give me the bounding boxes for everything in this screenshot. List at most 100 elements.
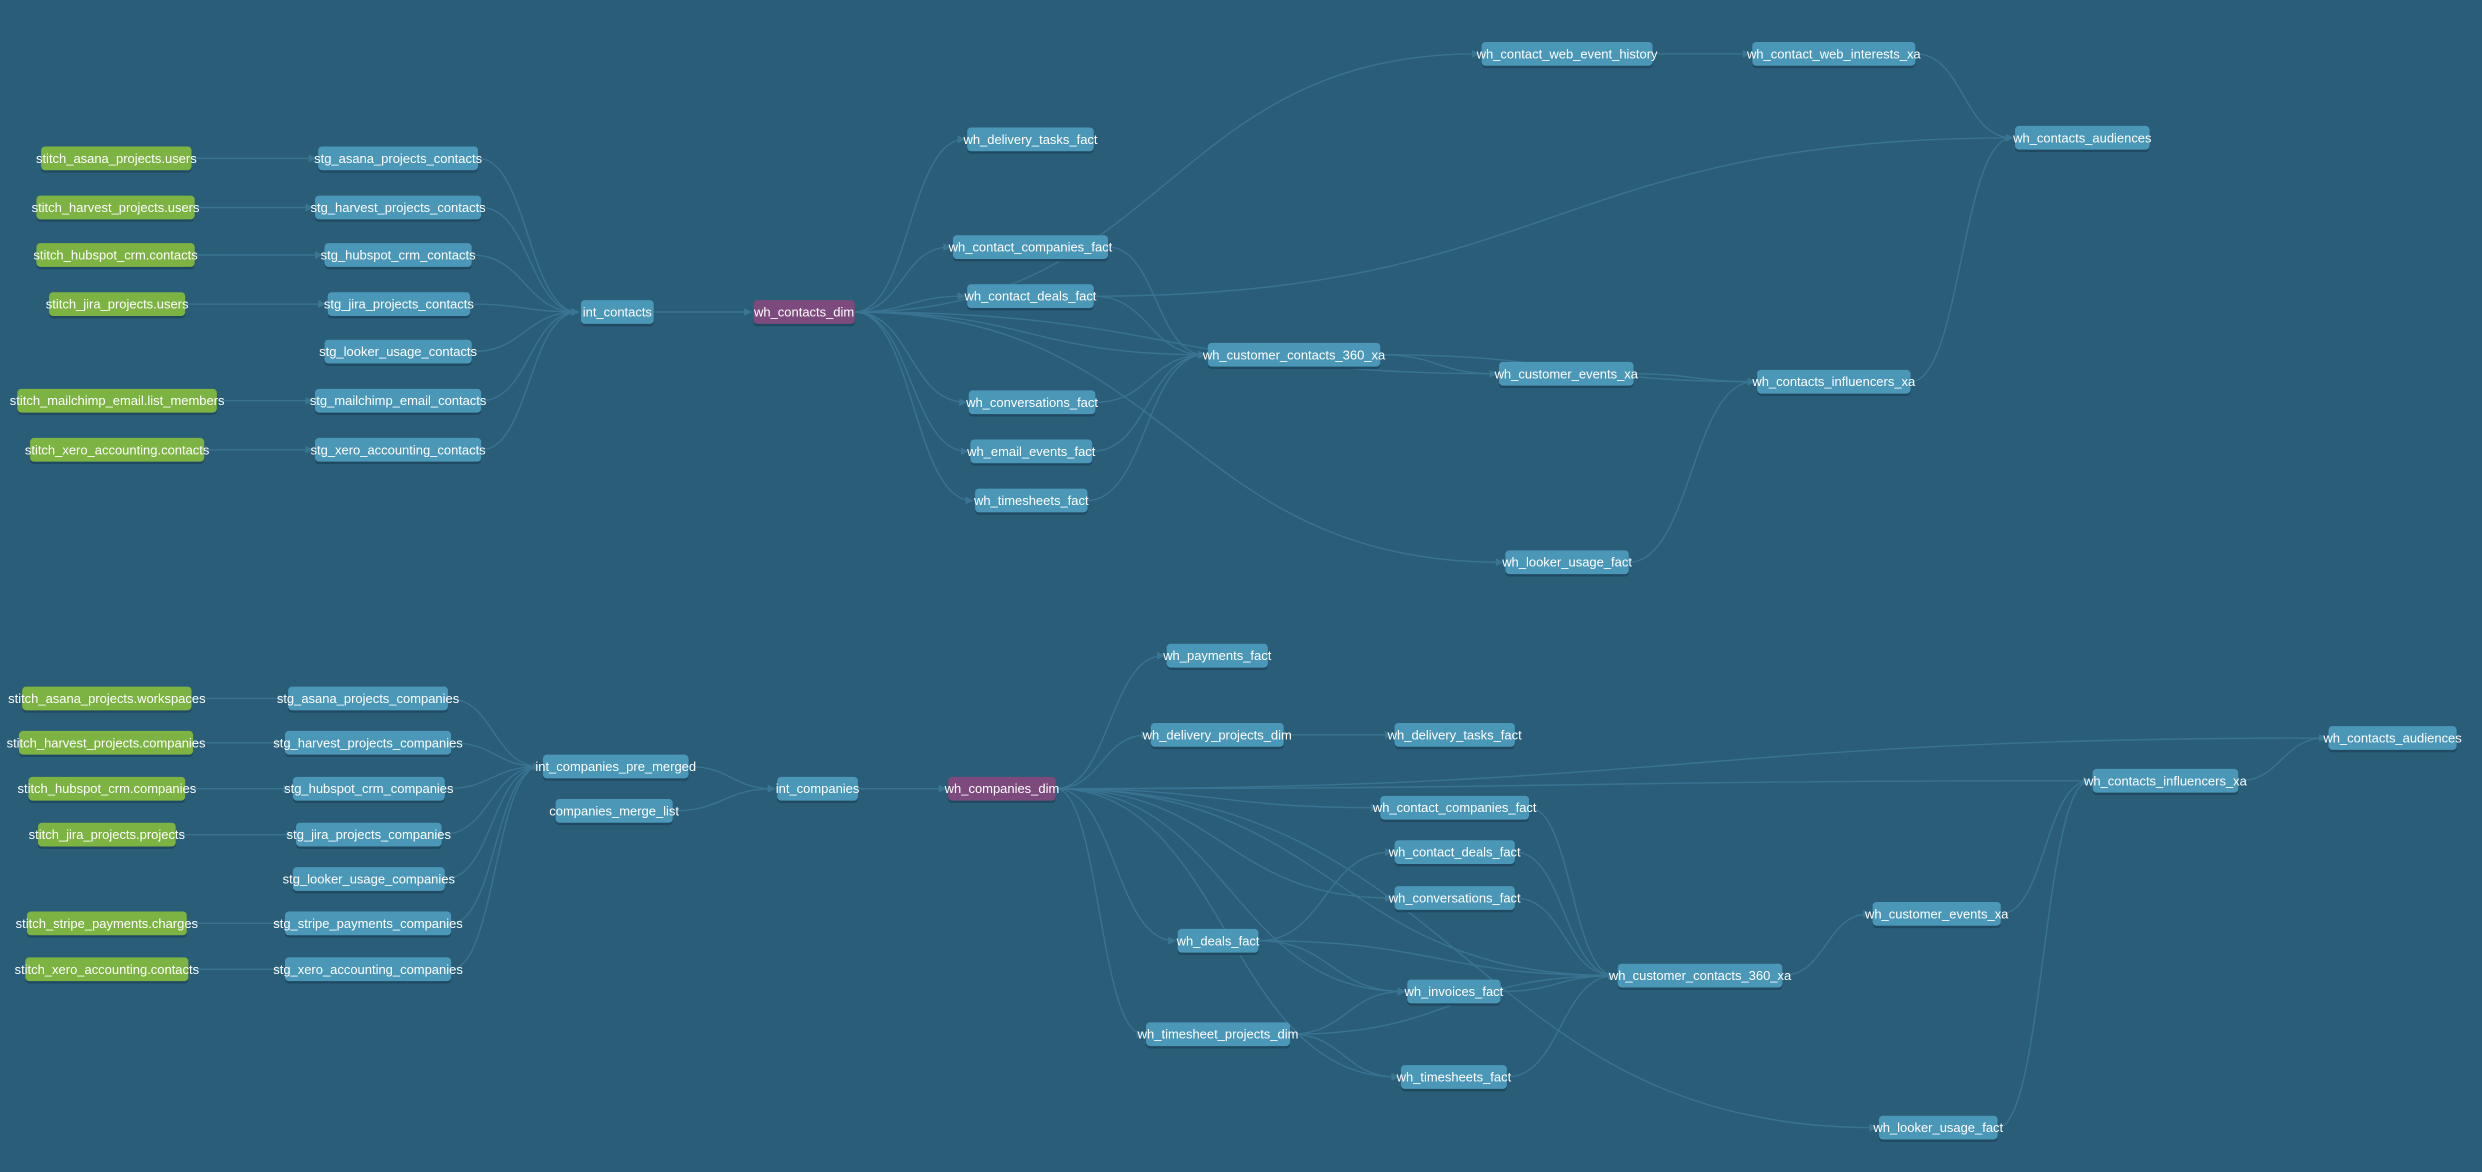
node-box[interactable] <box>580 300 654 324</box>
node-b-merge-list[interactable]: companies_merge_list <box>549 799 679 826</box>
node-box[interactable] <box>1394 886 1515 910</box>
node-t-stg-harvest[interactable]: stg_harvest_projects_contacts <box>311 195 487 222</box>
node-b-looker-usage[interactable]: wh_looker_usage_fact <box>1872 1115 2004 1142</box>
node-t-delivery-tasks[interactable]: wh_delivery_tasks_fact <box>962 127 1098 154</box>
node-box[interactable] <box>1757 369 1911 394</box>
node-t-stg-jira[interactable]: stg_jira_projects_contacts <box>324 292 474 319</box>
node-b-invoices[interactable]: wh_invoices_fact <box>1404 979 1504 1006</box>
node-box[interactable] <box>327 292 471 316</box>
node-b-dim[interactable]: wh_companies_dim <box>944 776 1060 803</box>
node-box[interactable] <box>36 195 195 220</box>
node-b-payments[interactable]: wh_payments_fact <box>1162 643 1272 670</box>
node-t-dim[interactable]: wh_contacts_dim <box>753 300 855 327</box>
node-box[interactable] <box>967 284 1094 309</box>
node-box[interactable] <box>1177 928 1259 953</box>
node-box[interactable] <box>1146 1022 1291 1047</box>
node-b-audiences[interactable]: wh_contacts_audiences <box>2322 726 2462 753</box>
node-b-src-stripe[interactable]: stitch_stripe_payments.charges <box>16 911 199 938</box>
node-b-conversations[interactable]: wh_conversations_fact <box>1388 886 1521 913</box>
node-box[interactable] <box>1407 979 1501 1004</box>
node-b-timesheet-projects[interactable]: wh_timesheet_projects_dim <box>1137 1022 1299 1049</box>
node-box[interactable] <box>25 957 189 982</box>
node-t-influencers[interactable]: wh_contacts_influencers_xa <box>1751 369 1916 396</box>
node-box[interactable] <box>2328 726 2457 750</box>
node-box[interactable] <box>952 235 1109 259</box>
node-t-int-contacts[interactable]: int_contacts <box>580 300 654 327</box>
node-box[interactable] <box>324 339 472 364</box>
node-box[interactable] <box>36 243 195 267</box>
node-box[interactable] <box>975 488 1088 513</box>
node-box[interactable] <box>284 911 452 936</box>
node-b-src-jira[interactable]: stitch_jira_projects.projects <box>29 822 186 849</box>
node-b-src-xero[interactable]: stitch_xero_accounting.contacts <box>15 957 200 984</box>
node-b-stg-xero[interactable]: stg_xero_accounting_companies <box>273 957 463 984</box>
node-t-web-event-history[interactable]: wh_contact_web_event_history <box>1476 41 1658 69</box>
node-box[interactable] <box>284 730 452 755</box>
node-t-web-interests[interactable]: wh_contact_web_interests_xa <box>1746 41 1921 69</box>
node-box[interactable] <box>967 127 1094 152</box>
node-b-stg-harvest[interactable]: stg_harvest_projects_companies <box>273 730 463 758</box>
node-box[interactable] <box>288 686 448 711</box>
node-box[interactable] <box>314 195 482 220</box>
node-box[interactable] <box>292 776 445 801</box>
node-b-customer-events[interactable]: wh_customer_events_xa <box>1864 901 2009 929</box>
node-b-contact-deals[interactable]: wh_contact_deals_fact <box>1388 840 1521 867</box>
node-t-contact-deals[interactable]: wh_contact_deals_fact <box>964 284 1097 311</box>
node-box[interactable] <box>542 754 689 779</box>
node-b-influencers[interactable]: wh_contacts_influencers_xa <box>2083 768 2248 796</box>
node-box[interactable] <box>26 911 187 936</box>
node-box[interactable] <box>948 776 1056 801</box>
node-box[interactable] <box>17 388 217 413</box>
node-t-conversations[interactable]: wh_conversations_fact <box>965 390 1098 417</box>
node-t-customer-events[interactable]: wh_customer_events_xa <box>1494 361 1639 389</box>
node-box[interactable] <box>1752 41 1916 66</box>
node-b-stg-looker[interactable]: stg_looker_usage_companies <box>283 867 456 894</box>
node-box[interactable] <box>1872 901 2001 926</box>
node-b-delivery-tasks[interactable]: wh_delivery_tasks_fact <box>1387 722 1522 750</box>
node-t-src-mailchimp[interactable]: stitch_mailchimp_email.list_members <box>10 388 225 415</box>
node-b-int-companies[interactable]: int_companies <box>776 776 860 803</box>
node-t-stg-looker[interactable]: stg_looker_usage_contacts <box>319 339 478 366</box>
node-box[interactable] <box>1207 342 1381 367</box>
node-box[interactable] <box>30 437 205 462</box>
node-box[interactable] <box>2092 768 2239 793</box>
node-t-timesheets[interactable]: wh_timesheets_fact <box>973 488 1089 515</box>
node-box[interactable] <box>1380 795 1530 820</box>
node-b-contact-companies[interactable]: wh_contact_companies_fact <box>1372 795 1537 822</box>
node-box[interactable] <box>18 730 194 755</box>
node-box[interactable] <box>28 776 186 801</box>
node-t-src-jira[interactable]: stitch_jira_projects.users <box>46 292 189 319</box>
node-box[interactable] <box>41 146 192 171</box>
node-box[interactable] <box>1400 1065 1507 1089</box>
node-box[interactable] <box>22 686 192 711</box>
node-t-stg-xero[interactable]: stg_xero_accounting_contacts <box>311 437 487 465</box>
node-box[interactable] <box>49 292 186 316</box>
node-t-looker-usage[interactable]: wh_looker_usage_fact <box>1501 550 1632 577</box>
node-box[interactable] <box>318 146 479 171</box>
node-box[interactable] <box>1150 722 1284 747</box>
node-box[interactable] <box>777 776 858 801</box>
node-b-stg-stripe[interactable]: stg_stripe_payments_companies <box>273 911 463 938</box>
node-box[interactable] <box>314 388 482 413</box>
node-t-email-events[interactable]: wh_email_events_fact <box>966 439 1096 466</box>
node-t-360[interactable]: wh_customer_contacts_360_xa <box>1202 342 1386 370</box>
node-box[interactable] <box>296 822 442 847</box>
node-b-360[interactable]: wh_customer_contacts_360_xa <box>1608 963 1792 990</box>
node-box[interactable] <box>1166 643 1268 668</box>
node-box[interactable] <box>753 300 855 324</box>
node-t-contact-companies[interactable]: wh_contact_companies_fact <box>948 235 1113 262</box>
node-box[interactable] <box>292 867 445 891</box>
node-t-src-hubspot[interactable]: stitch_hubspot_crm.contacts <box>33 243 198 270</box>
node-box[interactable] <box>1878 1115 1998 1140</box>
node-t-stg-hubspot[interactable]: stg_hubspot_crm_contacts <box>321 243 476 270</box>
node-t-stg-asana[interactable]: stg_asana_projects_contacts <box>314 146 483 173</box>
node-box[interactable] <box>314 437 482 462</box>
node-box[interactable] <box>1499 361 1634 386</box>
node-box[interactable] <box>968 390 1096 415</box>
node-t-src-harvest[interactable]: stitch_harvest_projects.users <box>32 195 200 222</box>
node-b-src-harvest[interactable]: stitch_harvest_projects.companies <box>7 730 206 758</box>
node-b-src-hubspot[interactable]: stitch_hubspot_crm.companies <box>17 776 197 803</box>
node-box[interactable] <box>2015 125 2150 150</box>
node-b-src-asana[interactable]: stitch_asana_projects.workspaces <box>8 686 206 713</box>
